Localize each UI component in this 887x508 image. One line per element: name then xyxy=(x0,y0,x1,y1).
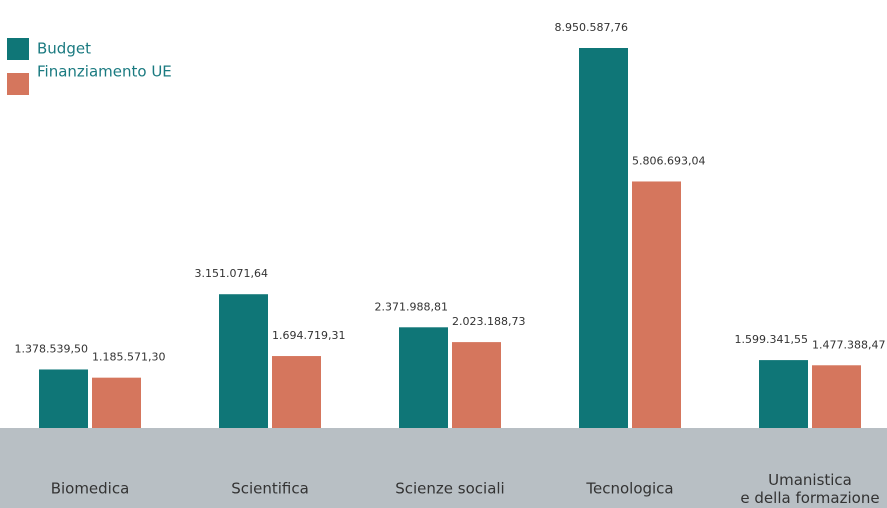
legend-swatch xyxy=(7,38,29,60)
value-label: 1.694.719,31 xyxy=(272,329,345,342)
bar xyxy=(452,342,501,428)
value-label: 8.950.587,76 xyxy=(555,21,628,34)
x-tick-label: Biomedica xyxy=(51,480,130,498)
value-label: 1.185.571,30 xyxy=(92,351,165,364)
bar xyxy=(39,369,88,428)
value-label: 1.599.341,55 xyxy=(735,333,808,346)
value-label: 2.371.988,81 xyxy=(375,300,448,313)
bar xyxy=(632,181,681,428)
value-label: 3.151.071,64 xyxy=(195,267,268,280)
legend-label: Budget xyxy=(37,40,91,58)
legend-swatch xyxy=(7,73,29,95)
bar xyxy=(399,327,448,428)
bar xyxy=(272,356,321,428)
value-label: 2.023.188,73 xyxy=(452,315,525,328)
category-band xyxy=(0,428,887,508)
value-label: 1.477.388,47 xyxy=(812,338,885,351)
x-tick-label: Scienze sociali xyxy=(395,480,504,498)
bar xyxy=(759,360,808,428)
x-tick-label: Umanistica e della formazione xyxy=(740,471,879,507)
value-label: 1.378.539,50 xyxy=(15,342,88,355)
bar xyxy=(579,48,628,428)
bar xyxy=(92,377,141,428)
value-label: 5.806.693,04 xyxy=(632,154,705,167)
x-tick-label: Tecnologica xyxy=(585,480,673,498)
bar xyxy=(812,365,861,428)
bar xyxy=(219,294,268,428)
legend-label: Finanziamento UE xyxy=(37,63,172,81)
x-tick-label: Scientifica xyxy=(231,480,309,498)
